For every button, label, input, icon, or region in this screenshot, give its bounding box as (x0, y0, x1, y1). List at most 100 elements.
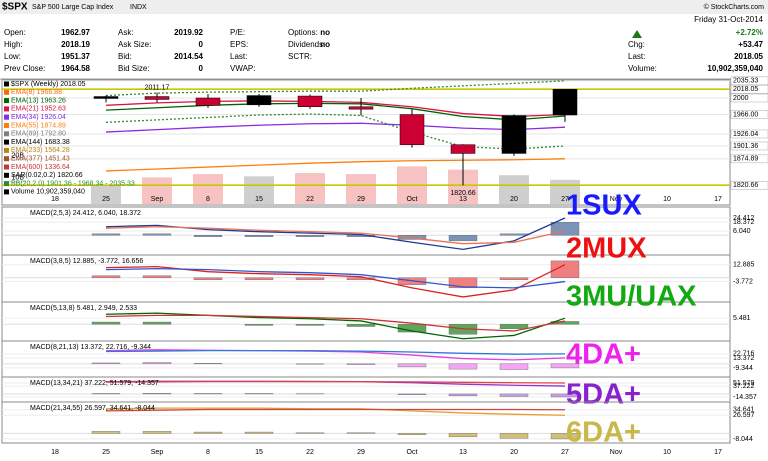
histogram-bar (193, 235, 223, 237)
panel-label: 4DA+ (566, 339, 641, 371)
histogram-bar (91, 431, 121, 434)
legend-entry: EMA(89) 1792.80 (11, 131, 66, 138)
panel-legend: MACD(21,34,55) 26.597, 34.641, -8.044 (30, 405, 155, 412)
exchange: INDX (130, 4, 147, 11)
histogram-bar (244, 431, 274, 434)
volume-bar (91, 184, 121, 204)
quote-value: 2019.92 (174, 28, 203, 37)
histogram-bar (499, 277, 529, 280)
histogram-bar (142, 275, 172, 278)
volume-bar (193, 174, 223, 204)
credit: © StockCharts.com (704, 3, 765, 11)
quote-label: Open: (4, 28, 26, 37)
series-line (105, 407, 566, 416)
high-annotation: 2011.17 (145, 84, 170, 91)
histogram-bar (499, 233, 529, 236)
x-tick-label: 27 (561, 196, 569, 203)
tick-box (730, 129, 768, 139)
histogram-bar (142, 233, 172, 236)
x-tick-label: 20 (510, 449, 518, 456)
histogram-bar (397, 433, 427, 435)
candle-body (297, 95, 323, 108)
quote-value: 1951.37 (61, 52, 90, 61)
panel-legend: MACD(2,5,3) 24.412, 6.040, 18.372 (30, 210, 141, 217)
histogram-bar (91, 233, 121, 236)
x-tick-label: 17 (714, 196, 722, 203)
x-tick-label: Sep (151, 449, 164, 456)
tick-box (730, 154, 768, 164)
volume-tick-label: 10B (12, 175, 25, 182)
volume-tick-label: 20B (12, 153, 25, 160)
series-line (105, 349, 566, 361)
quote-value: 1964.58 (61, 64, 90, 73)
candle-body (450, 144, 476, 154)
histogram-bar (244, 277, 274, 280)
legend-swatch (4, 172, 9, 178)
legend-swatch (4, 181, 9, 187)
legend-swatch (4, 106, 9, 112)
quote-value: 2018.19 (61, 40, 90, 49)
series-line (105, 312, 566, 340)
legend-entry: EMA(21) 1952.63 (11, 106, 66, 113)
candle-body (552, 88, 578, 116)
quote-value: 1962.97 (61, 28, 90, 37)
y-tick-label: 2035.33 (733, 78, 758, 85)
tick-box (730, 84, 768, 94)
series-line (105, 350, 566, 355)
legend-swatch (4, 131, 9, 137)
y-tick-label: 22.716 (733, 351, 755, 358)
x-tick-label: 25 (102, 196, 110, 203)
quote-label: P/E: (230, 28, 245, 37)
change-pct: +2.72% (736, 28, 763, 37)
legend-swatch (4, 156, 9, 162)
histogram-bar (550, 433, 580, 440)
candle-body (195, 97, 221, 106)
series-line (105, 158, 566, 172)
volume-bar (142, 177, 172, 204)
series-line (105, 122, 566, 133)
y-tick-label: 2018.05 (733, 86, 758, 93)
y-tick-label: 18.372 (733, 219, 755, 226)
legend-entry: EMA(34) 1926.04 (11, 114, 66, 121)
up-arrow (632, 30, 642, 38)
series-line (105, 408, 566, 412)
x-tick-label: 18 (51, 449, 59, 456)
histogram-bar (91, 321, 121, 325)
legend-swatch (4, 123, 9, 128)
quote-label: Last: (628, 52, 645, 61)
tick-box (730, 180, 768, 190)
histogram-bar (499, 393, 529, 397)
symbol: $SPX (2, 2, 28, 13)
y-tick-label: 1901.36 (733, 143, 758, 150)
x-tick-label: Oct (407, 196, 418, 203)
series-line (105, 100, 566, 118)
panel-frame (1, 79, 731, 206)
tick-box (730, 76, 768, 86)
quote-label: High: (4, 40, 23, 49)
x-tick-label: 8 (206, 196, 210, 203)
series-line (105, 80, 566, 97)
quote-value: no (320, 40, 330, 49)
x-tick-label: 22 (306, 449, 314, 456)
quote-value: 0 (199, 64, 204, 73)
x-tick-label: 20 (510, 196, 518, 203)
quote-label: Ask Size: (118, 40, 151, 49)
legend-entry: EMA(8) 1966.88 (11, 89, 62, 96)
series-line (105, 314, 566, 332)
histogram-bar (193, 277, 223, 280)
histogram-bar (550, 393, 580, 398)
histogram-bar (91, 275, 121, 278)
x-tick-label: 13 (459, 449, 467, 456)
quote-value: 0 (199, 40, 204, 49)
legend-swatch (4, 114, 9, 120)
histogram-bar (244, 235, 274, 237)
y-tick-label: 51.579 (733, 380, 755, 387)
y-tick-label: -3.772 (733, 278, 753, 285)
quote-value: no (320, 28, 330, 37)
quote-value: +53.47 (738, 40, 763, 49)
x-tick-label: 13 (459, 196, 467, 203)
series-line (105, 226, 566, 245)
histogram-bar (499, 363, 529, 370)
histogram-bar (346, 324, 376, 327)
series-line (105, 102, 566, 121)
